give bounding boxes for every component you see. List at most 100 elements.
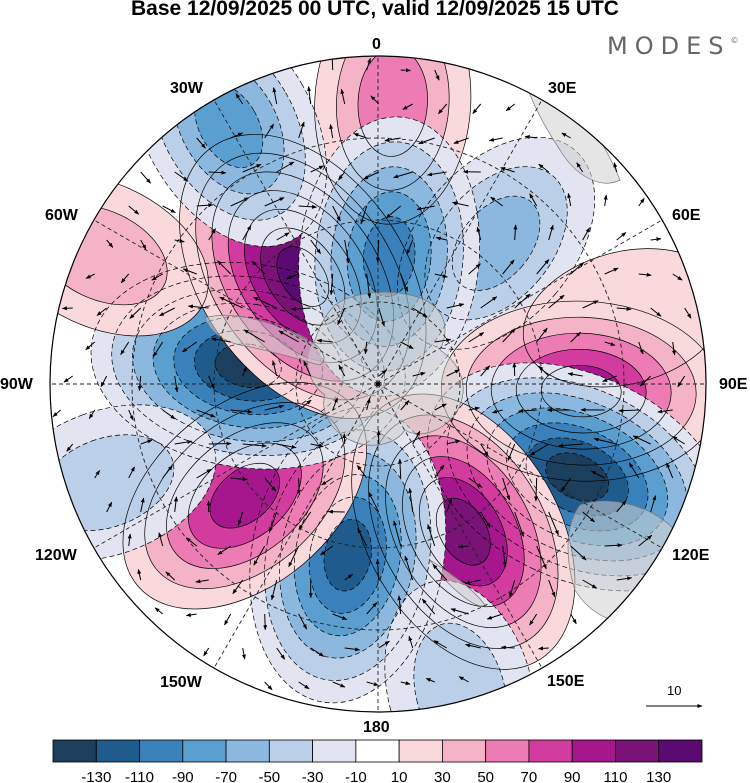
wind-vector (560, 477, 572, 492)
wind-vector (446, 303, 465, 309)
wind-vector (570, 613, 577, 625)
wind-vector (137, 568, 142, 581)
wind-vector (330, 56, 335, 71)
colorbar-tick-label: -90 (172, 769, 194, 783)
wind-vector (321, 477, 333, 486)
wind-vector (650, 495, 657, 513)
wind-vector (137, 375, 142, 392)
wind-vector (185, 612, 197, 617)
wind-vector (151, 273, 163, 281)
wind-vector (378, 640, 390, 649)
wind-vector (480, 511, 491, 528)
wind-vector (509, 579, 516, 598)
wind-vector-layer (52, 56, 692, 691)
wind-vector (360, 205, 368, 225)
wind-vector (398, 458, 403, 479)
wind-vector (393, 520, 402, 547)
wind-vector (187, 304, 209, 309)
wind-vector (230, 409, 253, 414)
wind-vector (513, 224, 518, 241)
wind-vector (400, 273, 409, 292)
contour-line (418, 477, 508, 587)
wind-vector (650, 307, 662, 317)
wind-vector (297, 477, 302, 495)
wind-vector (582, 579, 598, 589)
wind-vector (140, 497, 145, 513)
contour-line (90, 262, 406, 470)
wind-vector (363, 171, 379, 180)
wind-vector (538, 163, 550, 173)
colorbar-swatch (52, 739, 97, 763)
wind-vector (344, 573, 353, 581)
wind-vector (616, 576, 633, 581)
wind-vector (366, 602, 378, 615)
wind-vector (140, 171, 151, 184)
colorbar-tick-label: -30 (302, 769, 324, 783)
wind-vector (332, 397, 338, 411)
colorbar-swatch (268, 739, 313, 763)
contour-line (402, 456, 525, 608)
wind-vector (174, 171, 189, 182)
wind-vector (491, 409, 503, 414)
colorbar-tick-label: -70 (215, 769, 237, 783)
wind-vector (298, 399, 312, 411)
wind-vector (412, 371, 426, 377)
contour-line (279, 451, 417, 659)
anomaly-fill (210, 463, 280, 529)
wind-vector (230, 477, 248, 482)
wind-vector (432, 564, 448, 581)
label-90e: 90E (719, 376, 748, 393)
wind-vector (434, 403, 447, 411)
wind-vector (684, 307, 692, 319)
wind-vector (196, 137, 206, 149)
wind-vector (276, 232, 290, 241)
wind-vector (488, 137, 503, 142)
contour-line (540, 365, 622, 418)
wind-vector (174, 239, 185, 243)
wind-vector (196, 409, 216, 418)
wind-vector (529, 443, 549, 456)
wind-vector (85, 341, 96, 351)
colorbar-swatch (615, 739, 660, 763)
wind-vector (272, 87, 278, 105)
wind-vector (400, 400, 410, 411)
wind-vector (458, 676, 469, 683)
wind-vector (196, 468, 212, 479)
wind-vector (534, 477, 539, 502)
wind-vector (332, 681, 346, 688)
wind-vector (548, 579, 556, 598)
wind-vector (329, 123, 334, 139)
wind-vector (450, 608, 469, 615)
meridian-line (79, 383, 379, 557)
wind-vector (162, 409, 176, 420)
wind-vector (500, 645, 515, 650)
label-120e: 120E (672, 547, 710, 564)
wind-vector (270, 579, 278, 601)
wind-vector (604, 267, 619, 275)
contour-line (166, 422, 324, 569)
wind-vector (88, 409, 96, 420)
wind-vector (208, 375, 215, 389)
wind-vector (666, 462, 674, 479)
wind-vector (434, 338, 452, 343)
wind-vector (253, 296, 277, 309)
wind-vector (264, 681, 273, 691)
wind-vector (613, 162, 618, 173)
wind-vector (618, 408, 639, 413)
wind-vector (616, 500, 627, 513)
label-60w: 60W (45, 207, 78, 224)
brand-logo: MODES© (607, 32, 738, 60)
colorbar-swatch (95, 739, 140, 763)
wind-vector (400, 681, 411, 686)
wind-vector (446, 369, 460, 377)
wind-vector (502, 328, 516, 343)
wind-vector (338, 171, 346, 181)
wind-vector (162, 465, 173, 479)
wind-vector (538, 365, 550, 377)
wind-vector (310, 443, 324, 448)
contour-line (151, 56, 306, 221)
colorbar-swatch (528, 739, 573, 763)
wind-vector (446, 439, 461, 445)
anomaly-fill (324, 519, 372, 591)
wind-vector (416, 205, 435, 211)
